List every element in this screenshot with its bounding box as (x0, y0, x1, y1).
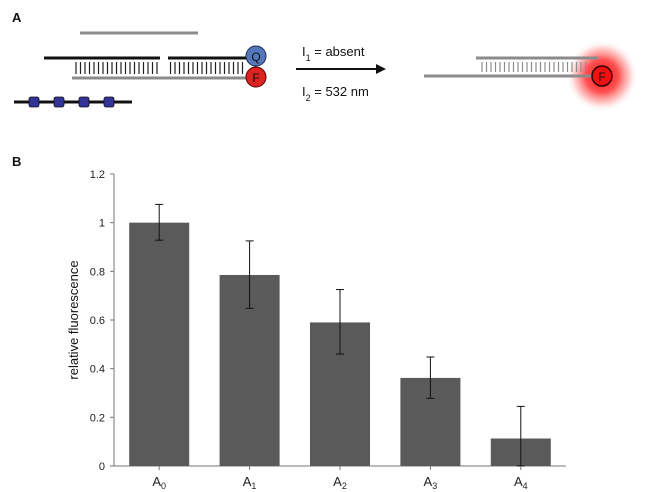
modification-mark (78, 96, 90, 108)
y-tick-label: 1 (99, 218, 105, 230)
y-tick-label: 0.4 (90, 364, 105, 376)
panel-b: B relative fluorescence 0 0.2 0.4 0.6 0.8 1 1.… (12, 154, 566, 491)
y-tick-label: 0.6 (90, 315, 105, 327)
condition-2: I2 = 532 nm (302, 84, 369, 103)
y-tick-label: 1.2 (90, 169, 105, 181)
bar (129, 222, 190, 466)
panel-a: A Q F I1 = absent I2 = 532 nm (12, 10, 638, 112)
modification-mark (28, 96, 40, 108)
x-tick-label: A3 (424, 474, 438, 491)
modification-mark (53, 96, 65, 108)
modified-strand (14, 96, 132, 108)
duplex-quenched: Q F (44, 31, 267, 88)
fluorophore-symbol-bright: F (598, 70, 605, 84)
modification-mark (103, 96, 115, 108)
base-pairs (75, 62, 244, 74)
bar-chart: 0 0.2 0.4 0.6 0.8 1 1.2 A0 A1 A2 A3 A4 (90, 169, 566, 491)
condition-1: I1 = absent (302, 44, 365, 63)
y-tick-label: 0 (99, 461, 105, 473)
fluorophore-circle-bright (591, 65, 613, 87)
x-tick-label: A2 (333, 474, 347, 491)
fluorophore-symbol: F (252, 71, 259, 85)
x-tick-label: A0 (152, 474, 166, 491)
y-axis-label: relative fluorescence (66, 260, 81, 379)
quencher-symbol: Q (251, 50, 260, 64)
panel-b-label: B (12, 154, 21, 169)
reaction-arrow-head (376, 64, 386, 74)
base-pairs (481, 62, 587, 72)
y-tick-label: 0.2 (90, 412, 105, 424)
conditions-arrow: I1 = absent I2 = 532 nm (296, 44, 386, 103)
quencher-circle (245, 45, 267, 67)
duplex-fluorescent: F (424, 40, 638, 112)
panel-a-label: A (12, 10, 22, 25)
x-tick-label: A1 (243, 474, 257, 491)
fluorophore-circle (245, 66, 267, 88)
x-tick-label: A4 (514, 474, 528, 491)
y-tick-label: 0.8 (90, 266, 105, 278)
